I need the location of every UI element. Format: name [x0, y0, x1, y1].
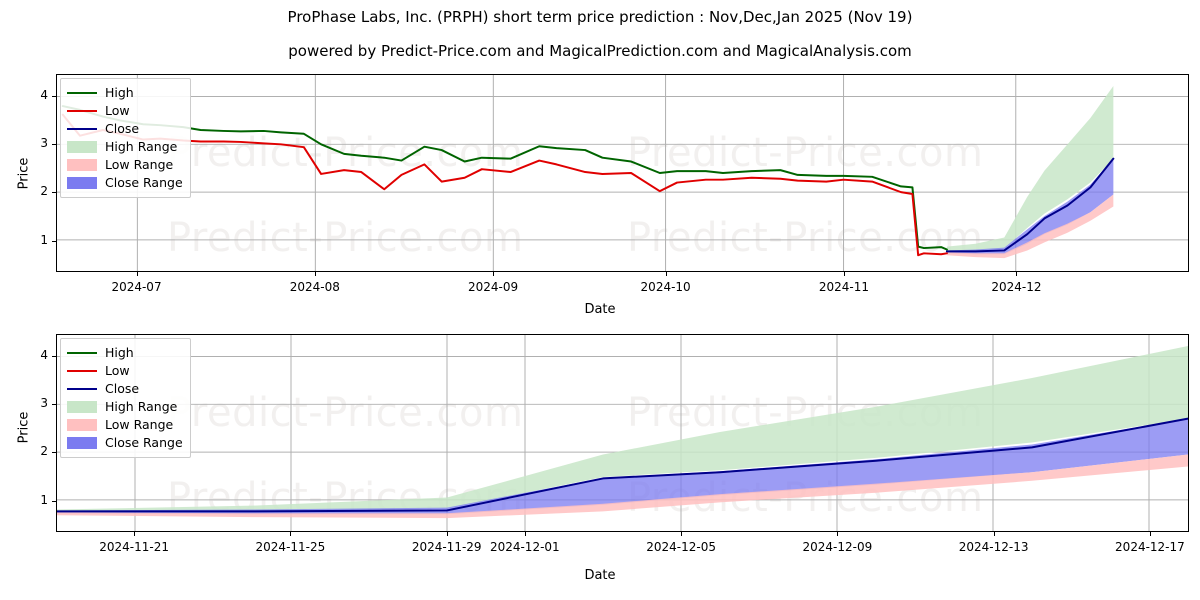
bottom-chart-x-axis-label: Date [584, 568, 616, 583]
x-axis-tick-label: 2024-12-09 [802, 540, 873, 554]
x-axis-tick-mark [843, 272, 845, 276]
y-axis-tick-mark [52, 95, 56, 97]
legend-line-swatch-icon [67, 104, 97, 118]
page-title: ProPhase Labs, Inc. (PRPH) short term pr… [287, 8, 913, 26]
legend-item[interactable]: High [67, 84, 183, 102]
legend-line-swatch-icon [67, 346, 97, 360]
legend-item[interactable]: Low Range [67, 156, 183, 174]
legend-patch-swatch-icon [67, 158, 97, 172]
legend-item[interactable]: High Range [67, 138, 183, 156]
y-axis-tick-label: 3 [40, 396, 48, 411]
x-axis-tick-label: 2024-12-13 [958, 540, 1029, 554]
legend-item[interactable]: Close Range [67, 174, 183, 192]
x-axis-tick-mark [314, 272, 316, 276]
x-axis-tick-label: 2024-11-21 [99, 540, 169, 554]
top-chart-panel: Price Predict-Price.com Predict-Price.com… [17, 74, 1189, 317]
y-axis-tick-mark [52, 192, 56, 194]
x-axis-tick-mark [1149, 532, 1151, 536]
y-axis-tick-mark [52, 240, 56, 242]
x-axis-tick-mark [136, 272, 138, 276]
legend-item-label: Low Range [105, 417, 174, 432]
x-axis-tick-mark [134, 532, 136, 536]
x-axis-tick-label: 2024-09 [468, 280, 519, 294]
legend-patch-swatch-icon [67, 140, 97, 154]
y-axis-tick-label: 4 [40, 87, 48, 102]
y-axis-tick-mark [52, 404, 56, 406]
legend-item-label: High [105, 85, 134, 100]
x-axis-tick-mark [524, 532, 526, 536]
legend-patch-swatch-icon [67, 436, 97, 450]
legend-line-swatch-icon [67, 86, 97, 100]
legend-item[interactable]: Close [67, 380, 183, 398]
y-axis-tick-label: 1 [40, 232, 48, 247]
legend-patch-swatch-icon [67, 418, 97, 432]
y-axis-tick-label: 2 [40, 444, 48, 459]
page-subtitle: powered by Predict-Price.com and Magical… [288, 42, 912, 60]
legend-item-label: Close [105, 381, 140, 396]
bottom-chart-panel: Price Predict-Price.com Predict-Price.com… [0, 320, 1200, 600]
x-axis-tick-mark [665, 272, 667, 276]
y-axis-tick-mark [52, 355, 56, 357]
x-axis-tick-label: 2024-12-01 [489, 540, 560, 554]
y-axis-tick-mark [52, 452, 56, 454]
x-axis-tick-label: 2024-10 [640, 280, 691, 294]
legend-item[interactable]: Low Range [67, 416, 183, 434]
legend-line-swatch-icon [67, 364, 97, 378]
legend-item-label: High Range [105, 139, 178, 154]
top-chart-canvas [57, 75, 1188, 271]
legend-line-swatch-icon [67, 122, 97, 136]
x-axis-tick-label: 2024-07 [111, 280, 162, 294]
chart-legend[interactable]: High Low Close High Range Low Range Close Ran… [60, 338, 191, 458]
x-axis-tick-label: 2024-11-25 [255, 540, 326, 554]
legend-item[interactable]: High Range [67, 398, 183, 416]
y-axis-tick-label: 4 [40, 347, 48, 362]
x-axis-tick-label: 2024-11-29 [411, 540, 482, 554]
y-axis-tick-label: 2 [40, 184, 48, 199]
x-axis-tick-mark [993, 532, 995, 536]
legend-line-swatch-icon [67, 382, 97, 396]
bottom-chart-plot-area: Predict-Price.com Predict-Price.com Predic… [56, 334, 1189, 532]
x-axis-tick-mark [290, 532, 292, 536]
y-axis-tick-label: 1 [40, 492, 48, 507]
bottom-chart-canvas [57, 335, 1188, 531]
legend-item-label: Close Range [105, 435, 183, 450]
y-axis-tick-mark [52, 500, 56, 502]
legend-item[interactable]: Low [67, 362, 183, 380]
legend-item-label: High [105, 345, 134, 360]
legend-item[interactable]: Close Range [67, 434, 183, 452]
y-axis-tick-label: 3 [40, 136, 48, 151]
x-axis-tick-mark [446, 532, 448, 536]
x-axis-tick-mark [681, 532, 683, 536]
top-chart-plot-area: Predict-Price.com Predict-Price.com Predic… [56, 74, 1189, 272]
legend-item-label: Low [105, 363, 130, 378]
chart-legend[interactable]: High Low Close High Range Low Range Close Ran… [60, 78, 191, 198]
x-axis-tick-mark [837, 532, 839, 536]
x-axis-tick-label: 2024-12-05 [646, 540, 716, 554]
top-chart-x-axis-label: Date [584, 302, 616, 317]
legend-item-label: High Range [105, 399, 178, 414]
legend-item[interactable]: Close [67, 120, 183, 138]
legend-patch-swatch-icon [67, 400, 97, 414]
legend-item-label: Low Range [105, 157, 174, 172]
x-axis-tick-label: 2024-08 [289, 280, 340, 294]
legend-item[interactable]: Low [67, 102, 183, 120]
legend-patch-swatch-icon [67, 176, 97, 190]
x-axis-tick-label: 2024-12-17 [1115, 540, 1185, 554]
legend-item-label: Low [105, 103, 130, 118]
legend-item-label: Close [105, 121, 140, 136]
x-axis-tick-mark [493, 272, 495, 276]
x-axis-tick-label: 2024-12 [991, 280, 1042, 294]
x-axis-tick-mark [1016, 272, 1018, 276]
y-axis-tick-mark [52, 144, 56, 146]
legend-item[interactable]: High [67, 344, 183, 362]
x-axis-tick-label: 2024-11 [818, 280, 869, 294]
legend-item-label: Close Range [105, 175, 183, 190]
